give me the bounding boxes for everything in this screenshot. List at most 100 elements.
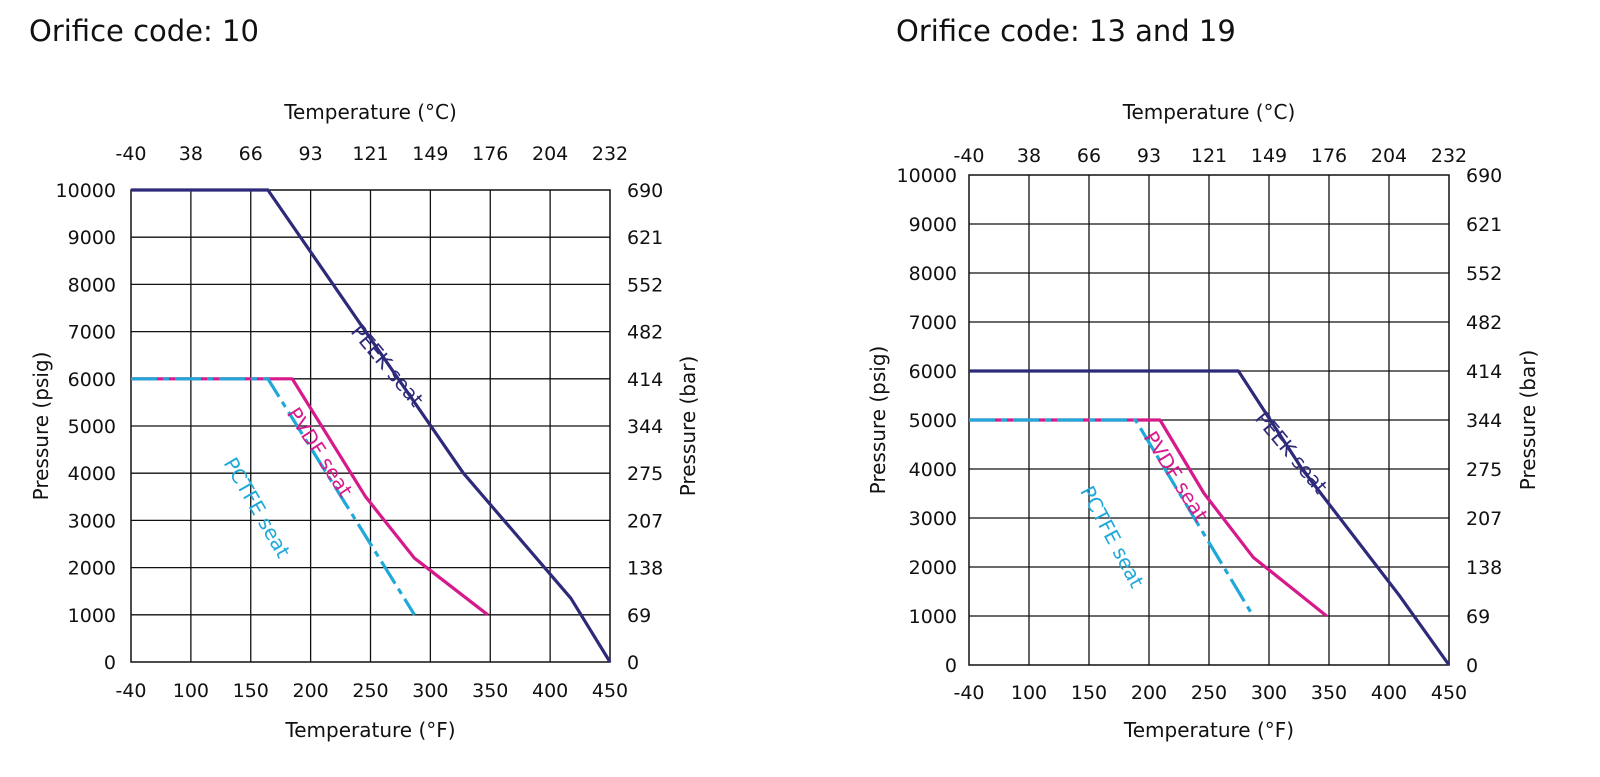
chart-panel-orifice-10: Orifice code: 10 -40 38 66 93 121 149 176 204 23… xyxy=(29,14,700,742)
y-left-tick-label: 7000 xyxy=(68,322,116,344)
y-right-tick-label: 138 xyxy=(627,558,663,580)
y-right-tick-label: 414 xyxy=(1466,361,1502,383)
x-bottom-tick-label: 300 xyxy=(412,680,448,702)
y-right-tick-label: 0 xyxy=(627,652,639,674)
x-top-tick-label: 121 xyxy=(1191,145,1227,167)
y-right-tick-label: 690 xyxy=(1466,165,1502,187)
y-left-tick-label: 9000 xyxy=(909,214,957,236)
y-left-tick-label: 5000 xyxy=(909,410,957,432)
curve-label: PEEK seat xyxy=(346,320,429,412)
pressure-temperature-chart: -40 38 66 93 121 149 176 204 232 -40 100 150 200 250 3… xyxy=(866,100,1540,742)
chart-panel-orifice-13-19: Orifice code: 13 and 19 -40 38 66 93 121 149 1… xyxy=(800,0,1600,777)
y-right-tick-label: 69 xyxy=(1466,606,1490,628)
y-left-tick-label: 10000 xyxy=(56,180,116,202)
y-right-axis-title: Pressure (bar) xyxy=(676,356,700,497)
x-top-tick-label: 66 xyxy=(239,143,263,165)
x-top-tick-label: 93 xyxy=(299,143,323,165)
x-bottom-tick-label: 400 xyxy=(1371,682,1407,704)
y-right-tick-label: 621 xyxy=(627,227,663,249)
y-right-tick-label: 621 xyxy=(1466,214,1502,236)
curve-label: PCTFE seat xyxy=(1075,482,1149,592)
y-left-tick-label: 8000 xyxy=(68,274,116,296)
x-top-tick-label: 176 xyxy=(472,143,508,165)
y-left-tick-label: 8000 xyxy=(909,263,957,285)
x-top-tick-label: 149 xyxy=(1251,145,1287,167)
y-left-tick-label: 6000 xyxy=(68,369,116,391)
x-top-tick-label: 232 xyxy=(1431,145,1467,167)
pressure-temperature-chart: -40 38 66 93 121 149 176 204 232 -40 100 150 200 250 3… xyxy=(29,100,700,742)
x-top-tick-label: -40 xyxy=(115,143,146,165)
y-right-tick-label: 275 xyxy=(627,463,663,485)
x-bottom-tick-label: 150 xyxy=(233,680,269,702)
x-bottom-axis-title: Temperature (°F) xyxy=(284,718,455,742)
y-right-tick-label: 344 xyxy=(1466,410,1502,432)
x-bottom-tick-label: 250 xyxy=(1191,682,1227,704)
y-left-tick-label: 0 xyxy=(104,652,116,674)
series-line-pctfe-seat xyxy=(969,418,1255,617)
y-left-axis-title: Pressure (psig) xyxy=(866,346,890,495)
y-left-tick-label: 2000 xyxy=(909,557,957,579)
x-bottom-axis-title: Temperature (°F) xyxy=(1123,718,1294,742)
chart-title: Orifice code: 13 and 19 xyxy=(896,14,1236,48)
y-right-tick-label: 275 xyxy=(1466,459,1502,481)
y-left-tick-label: 4000 xyxy=(909,459,957,481)
series-line-pctfe-seat xyxy=(131,377,416,616)
plot-frame xyxy=(130,189,611,663)
y-right-tick-label: 690 xyxy=(627,180,663,202)
y-left-axis-title: Pressure (psig) xyxy=(29,352,53,501)
x-bottom-tick-label: 450 xyxy=(592,680,628,702)
y-right-tick-label: 552 xyxy=(627,274,663,296)
y-right-tick-label: 552 xyxy=(1466,263,1502,285)
series-line-peek-seat xyxy=(969,369,1451,666)
x-bottom-tick-label: 100 xyxy=(173,680,209,702)
x-top-tick-label: 66 xyxy=(1077,145,1101,167)
y-left-tick-label: 3000 xyxy=(68,510,116,532)
x-bottom-tick-label: 200 xyxy=(292,680,328,702)
y-right-tick-label: 138 xyxy=(1466,557,1502,579)
x-top-tick-label: 204 xyxy=(1371,145,1407,167)
x-bottom-tick-label: -40 xyxy=(115,680,146,702)
y-right-tick-label: 69 xyxy=(627,605,651,627)
curve-label: PVDF seat xyxy=(282,403,358,502)
x-top-tick-label: 38 xyxy=(179,143,203,165)
x-top-tick-label: 149 xyxy=(412,143,448,165)
x-bottom-tick-label: 300 xyxy=(1251,682,1287,704)
y-left-tick-label: 7000 xyxy=(909,312,957,334)
y-left-tick-label: 5000 xyxy=(68,416,116,438)
y-right-tick-label: 344 xyxy=(627,416,663,438)
series-line-peek-seat xyxy=(131,188,612,663)
y-right-tick-label: 0 xyxy=(1466,655,1478,677)
x-bottom-tick-label: 350 xyxy=(472,680,508,702)
x-bottom-tick-label: 150 xyxy=(1071,682,1107,704)
x-top-axis-title: Temperature (°C) xyxy=(283,100,457,124)
y-left-tick-label: 4000 xyxy=(68,463,116,485)
y-left-tick-label: 3000 xyxy=(909,508,957,530)
y-right-tick-label: 482 xyxy=(627,322,663,344)
x-top-tick-label: -40 xyxy=(953,145,984,167)
x-top-tick-label: 204 xyxy=(532,143,568,165)
y-left-tick-label: 9000 xyxy=(68,227,116,249)
y-right-tick-label: 414 xyxy=(627,369,663,391)
x-top-tick-label: 232 xyxy=(592,143,628,165)
y-left-tick-label: 2000 xyxy=(68,558,116,580)
x-bottom-tick-label: 250 xyxy=(352,680,388,702)
curve-label: PVDF seat xyxy=(1139,427,1213,526)
y-right-tick-label: 207 xyxy=(627,510,663,532)
x-bottom-tick-label: 100 xyxy=(1011,682,1047,704)
x-top-tick-label: 93 xyxy=(1137,145,1161,167)
x-top-tick-label: 176 xyxy=(1311,145,1347,167)
y-right-tick-label: 482 xyxy=(1466,312,1502,334)
y-left-tick-label: 6000 xyxy=(909,361,957,383)
x-bottom-tick-label: 450 xyxy=(1431,682,1467,704)
curve-label: PCTFE seat xyxy=(219,453,296,562)
x-bottom-tick-label: 400 xyxy=(532,680,568,702)
x-top-axis-title: Temperature (°C) xyxy=(1122,100,1296,124)
x-bottom-tick-label: -40 xyxy=(953,682,984,704)
y-left-tick-label: 10000 xyxy=(897,165,957,187)
y-left-tick-label: 1000 xyxy=(68,605,116,627)
x-top-tick-label: 38 xyxy=(1017,145,1041,167)
series-line-pvdf-seat xyxy=(969,418,1328,618)
y-right-tick-label: 207 xyxy=(1466,508,1502,530)
y-left-tick-label: 0 xyxy=(945,655,957,677)
y-right-axis-title: Pressure (bar) xyxy=(1516,350,1540,491)
